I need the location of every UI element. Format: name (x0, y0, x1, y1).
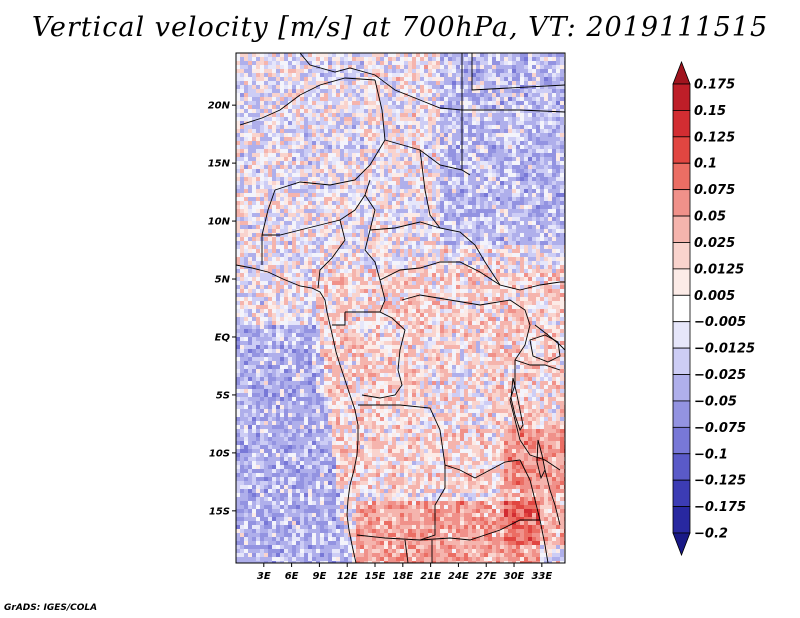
y-tick-label: 10N (208, 217, 231, 228)
y-tick-label: EQ (215, 332, 231, 343)
x-tick-label: 12E (337, 571, 358, 582)
border (364, 194, 386, 313)
colorbar-label: −0.05 (694, 394, 737, 409)
lake-tanganyika (510, 377, 524, 432)
colorbar-segment (672, 110, 691, 138)
colorbar-segment (672, 294, 691, 323)
border (519, 459, 549, 563)
colorbar-label: 0.005 (694, 289, 735, 304)
border (299, 77, 376, 96)
border (356, 519, 540, 541)
chart-title: Vertical velocity [m/s] at 700hPa, VT: 2… (31, 12, 769, 43)
border (462, 109, 565, 113)
colorbar-label: −0.005 (694, 315, 746, 330)
colorbar-segment (672, 426, 691, 455)
colorbar-segment (672, 321, 691, 349)
coastline (236, 264, 359, 563)
border (384, 139, 463, 171)
colorbar-segment (672, 400, 691, 428)
colorbar-segment (672, 83, 691, 111)
border (544, 469, 561, 526)
colorbar-label: 0.05 (694, 210, 726, 225)
colorbar-segment (672, 242, 691, 270)
border (261, 189, 276, 265)
colorbar-bottom-arrow (672, 532, 691, 557)
x-tick-label: 33E (531, 571, 552, 582)
y-tick-label: 5N (215, 275, 231, 286)
y-tick-label: 15N (208, 159, 231, 170)
colorbar-segment (672, 479, 691, 507)
colorbar-label: 0.1 (694, 157, 717, 172)
colorbar-label: −0.0125 (694, 342, 755, 357)
border (509, 324, 531, 456)
x-tick-label: 30E (504, 571, 525, 582)
y-tick-label: 5S (216, 390, 230, 401)
lake-victoria (529, 334, 561, 363)
border (262, 179, 371, 236)
y-tick-label: 10S (209, 448, 230, 459)
colorbar-top-arrow (672, 60, 691, 85)
credit-label: GrADS: IGES/COLA (4, 603, 98, 613)
border (419, 149, 521, 291)
border (369, 221, 441, 231)
colorbar-segment (672, 268, 691, 296)
x-tick-label: 21E (420, 571, 441, 582)
x-tick-label: 27E (476, 571, 497, 582)
border (519, 281, 565, 291)
border (317, 219, 346, 289)
colorbar-segment (672, 453, 691, 481)
border (514, 359, 561, 371)
colorbar-label: 0.025 (694, 236, 735, 251)
country-borders (236, 53, 565, 563)
colorbar-label: 0.0125 (694, 262, 744, 277)
colorbar-label: 0.15 (694, 104, 726, 119)
border (401, 294, 531, 326)
x-tick-label: 15E (365, 571, 386, 582)
axes: 3E 6E 9E 12E 15E 18E 21E 24E 27E 30E 33E 20N 15N 10N 5… (208, 101, 553, 582)
colorbar-label: 0.175 (694, 78, 735, 93)
map-frame (235, 52, 566, 564)
border (274, 79, 386, 191)
border (529, 454, 561, 471)
colorbar-label: −0.1 (694, 447, 728, 462)
border (461, 53, 471, 176)
colorbar-segment (672, 374, 691, 402)
colorbar: 0.175 0.15 0.125 0.1 0.075 0.05 0.025 0.0125 0.0… (672, 60, 755, 557)
colorbar-label: −0.2 (694, 527, 728, 542)
border (239, 94, 301, 126)
x-tick-label: 18E (392, 571, 413, 582)
vertical-velocity-field (236, 53, 565, 563)
colorbar-segment (672, 506, 691, 534)
colorbar-segment (672, 189, 691, 217)
border (332, 312, 346, 326)
border (471, 53, 565, 91)
lake-malawi (536, 439, 546, 480)
colorbar-label: −0.075 (694, 421, 746, 436)
colorbar-segment (672, 347, 691, 375)
colorbar-segment (672, 215, 691, 243)
y-tick-label: 20N (208, 101, 231, 112)
x-tick-label: 24E (448, 571, 469, 582)
y-tick-label: 15S (209, 506, 230, 517)
colorbar-segment (672, 136, 691, 164)
border (379, 261, 501, 286)
border (404, 539, 409, 563)
border (299, 53, 463, 111)
border (345, 311, 406, 399)
colorbar-label: −0.175 (694, 500, 746, 515)
colorbar-label: −0.125 (694, 474, 746, 489)
colorbar-segment (672, 162, 691, 191)
colorbar-label: 0.075 (694, 183, 735, 198)
border (419, 465, 446, 541)
x-tick-label: 3E (257, 571, 271, 582)
x-tick-label: 6E (285, 571, 299, 582)
colorbar-label: 0.125 (694, 130, 735, 145)
colorbar-label: −0.025 (694, 368, 746, 383)
x-tick-label: 9E (313, 571, 327, 582)
